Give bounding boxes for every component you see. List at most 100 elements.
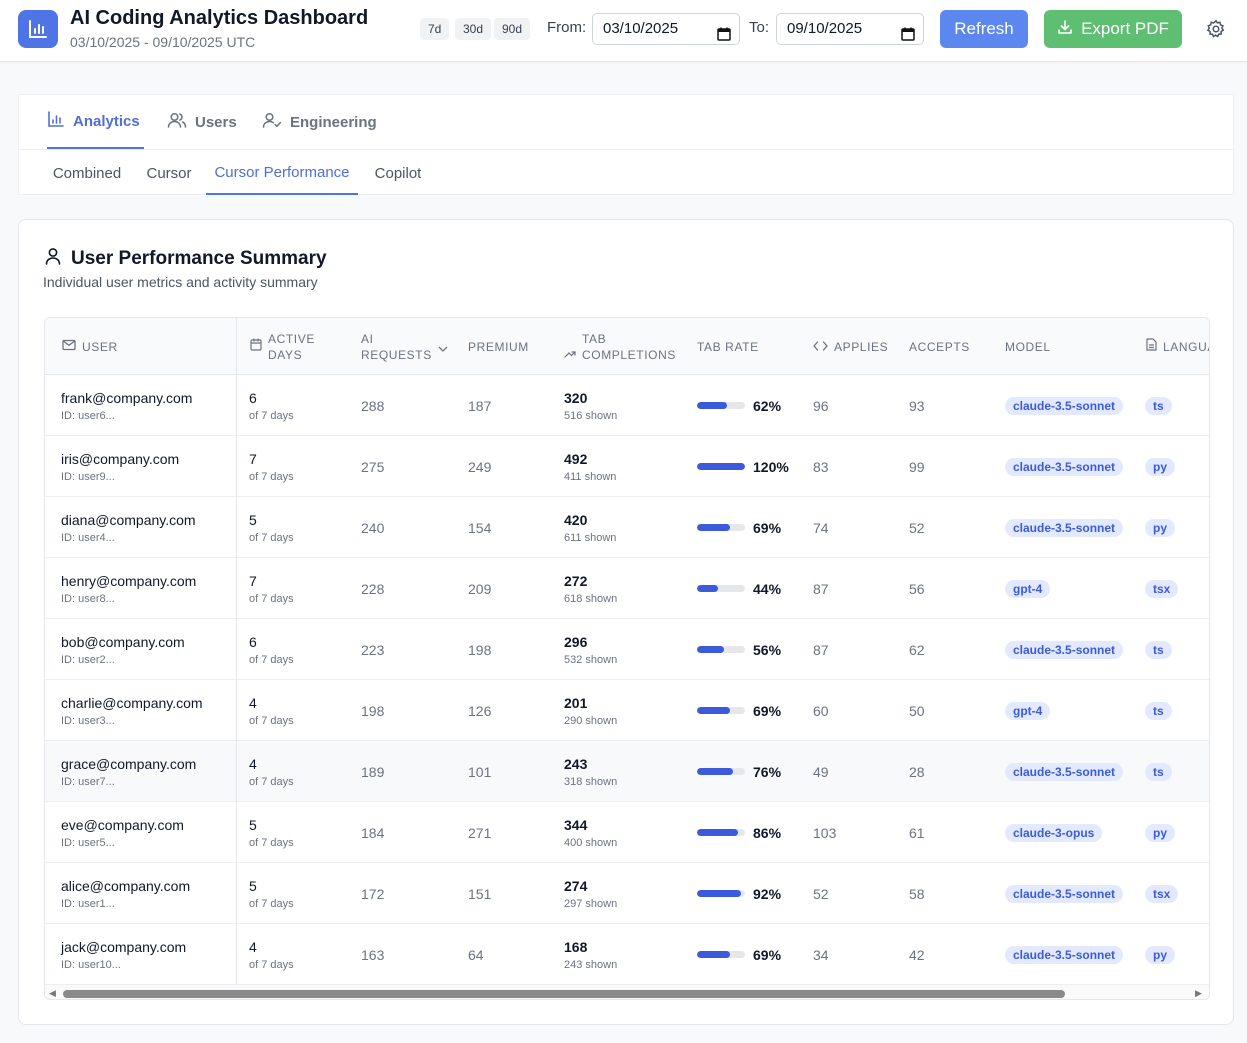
table-row[interactable]: jack@company.com ID: user10... 4 of 7 da… — [45, 924, 1209, 985]
ai-requests-cell: 163 — [361, 924, 384, 985]
table-row[interactable]: alice@company.com ID: user1... 5 of 7 da… — [45, 863, 1209, 924]
ai-requests-value: 223 — [361, 641, 385, 658]
subtab-combined[interactable]: Combined — [52, 164, 122, 182]
accepts-cell: 52 — [909, 497, 925, 558]
col-premium[interactable]: Premium — [468, 339, 529, 354]
chevron-down-icon[interactable] — [438, 340, 448, 356]
ai-requests-cell: 223 — [361, 619, 384, 680]
user-id: ID: user1... — [61, 897, 115, 910]
ai-requests-cell: 198 — [361, 680, 384, 741]
tab-analytics[interactable]: Analytics — [47, 95, 144, 149]
active-days-value: 4 — [249, 938, 257, 955]
tab-rate-bar — [697, 646, 745, 653]
language-badge: py — [1145, 457, 1176, 476]
user-cell: frank@company.com ID: user6... — [61, 375, 192, 436]
applies-value: 52 — [813, 885, 829, 902]
table-row[interactable]: iris@company.com ID: user9... 7 of 7 day… — [45, 436, 1209, 497]
tab-shown-value: 400 shown — [564, 836, 618, 849]
table-row[interactable]: henry@company.com ID: user8... 7 of 7 da… — [45, 558, 1209, 619]
col-languages[interactable]: Langua — [1146, 318, 1209, 375]
premium-cell: 271 — [468, 802, 491, 863]
tab-rate-bar — [697, 524, 745, 531]
calendar-icon[interactable] — [717, 22, 731, 52]
tab-rate-cell: 76% — [697, 741, 781, 802]
scrollbar-thumb[interactable] — [63, 990, 1065, 998]
active-days-cell: 4 of 7 days — [249, 741, 294, 802]
tab-rate-bar-fill — [697, 585, 719, 592]
tab-rate-bar — [697, 829, 745, 836]
col-tab-label-2: Completions — [582, 347, 676, 362]
to-date-input[interactable]: 09/10/2025 — [776, 13, 924, 45]
from-date-value: 03/10/2025 — [603, 20, 679, 37]
tab-rate-bar-fill — [697, 707, 731, 714]
tab-users[interactable]: Users — [167, 95, 237, 149]
active-days-value: 7 — [249, 450, 257, 467]
tab-rate-bar-fill — [697, 829, 739, 836]
scroll-left-icon[interactable]: ◀ — [49, 988, 56, 998]
refresh-button[interactable]: Refresh — [940, 10, 1028, 48]
preset-7d-button[interactable]: 7d — [420, 18, 450, 40]
tab-engineering[interactable]: Engineering — [262, 95, 377, 149]
table-row[interactable]: bob@company.com ID: user2... 6 of 7 days… — [45, 619, 1209, 680]
col-tab-completions[interactable]: Tab Completions — [564, 318, 676, 375]
model-badge: claude-3.5-sonnet — [1005, 518, 1124, 537]
col-accepts[interactable]: Accepts — [909, 339, 970, 354]
subtab-copilot[interactable]: Copilot — [374, 164, 422, 182]
col-user[interactable]: User — [62, 318, 118, 375]
user-check-icon — [262, 111, 282, 133]
col-active-days[interactable]: Active Days — [250, 318, 315, 375]
language-cell: py — [1145, 436, 1176, 497]
col-ai-requests[interactable]: AI Requests — [361, 318, 448, 375]
from-date-input[interactable]: 03/10/2025 — [592, 13, 740, 45]
tab-completions-value: 320 — [564, 389, 588, 406]
tab-completions-value: 272 — [564, 572, 588, 589]
language-cell: ts — [1145, 741, 1172, 802]
ai-requests-value: 163 — [361, 946, 385, 963]
preset-30d-button[interactable]: 30d — [455, 18, 492, 40]
col-user-label: User — [82, 339, 118, 354]
table-row[interactable]: diana@company.com ID: user4... 5 of 7 da… — [45, 497, 1209, 558]
calendar-icon[interactable] — [901, 22, 915, 52]
user-id: ID: user9... — [61, 470, 115, 483]
main-tabs: Analytics Users Engineering — [19, 95, 1233, 150]
language-cell: py — [1145, 924, 1176, 985]
table-row[interactable]: eve@company.com ID: user5... 5 of 7 days… — [45, 802, 1209, 863]
applies-value: 74 — [813, 519, 829, 536]
horizontal-scrollbar[interactable]: ◀ ▶ — [45, 985, 1209, 999]
accepts-cell: 50 — [909, 680, 925, 741]
premium-cell: 198 — [468, 619, 491, 680]
tab-completions-cell: 320 516 shown — [564, 375, 617, 436]
col-applies[interactable]: Applies — [813, 318, 888, 375]
col-tab-rate[interactable]: Tab Rate — [697, 339, 759, 354]
col-ai-label-1: AI — [361, 331, 374, 346]
tab-rate-cell: 86% — [697, 802, 781, 863]
subtab-cursor-performance[interactable]: Cursor Performance — [206, 151, 358, 195]
user-id: ID: user2... — [61, 653, 115, 666]
gear-icon[interactable] — [1206, 19, 1226, 44]
tab-shown-value: 516 shown — [564, 409, 618, 422]
ai-requests-value: 240 — [361, 519, 385, 536]
user-performance-table[interactable]: User Active Days AI Requests — [44, 317, 1210, 1000]
language-badge: py — [1145, 823, 1176, 842]
ai-requests-value: 198 — [361, 702, 385, 719]
table-row[interactable]: grace@company.com ID: user7... 4 of 7 da… — [45, 741, 1209, 802]
user-cell: iris@company.com ID: user9... — [61, 436, 179, 497]
active-days-value: 7 — [249, 572, 257, 589]
user-email: henry@company.com — [61, 572, 197, 589]
card-subtitle: Individual user metrics and activity sum… — [43, 274, 318, 290]
tab-completions-cell: 296 532 shown — [564, 619, 617, 680]
premium-cell: 249 — [468, 436, 491, 497]
refresh-button-label: Refresh — [954, 19, 1014, 38]
tab-rate-bar-fill — [697, 524, 731, 531]
subtab-cursor[interactable]: Cursor — [146, 164, 192, 182]
table-row[interactable]: charlie@company.com ID: user3... 4 of 7 … — [45, 680, 1209, 741]
preset-90d-button[interactable]: 90d — [494, 18, 531, 40]
model-cell: claude-3.5-sonnet — [1005, 497, 1124, 558]
user-email: diana@company.com — [61, 511, 196, 528]
scroll-right-icon[interactable]: ▶ — [1195, 988, 1202, 998]
table-row[interactable]: frank@company.com ID: user6... 6 of 7 da… — [45, 375, 1209, 436]
col-model[interactable]: Model — [1005, 339, 1051, 354]
tab-rate-cell: 92% — [697, 863, 781, 924]
export-pdf-button[interactable]: Export PDF — [1044, 10, 1182, 48]
user-cell: jack@company.com ID: user10... — [61, 924, 186, 985]
